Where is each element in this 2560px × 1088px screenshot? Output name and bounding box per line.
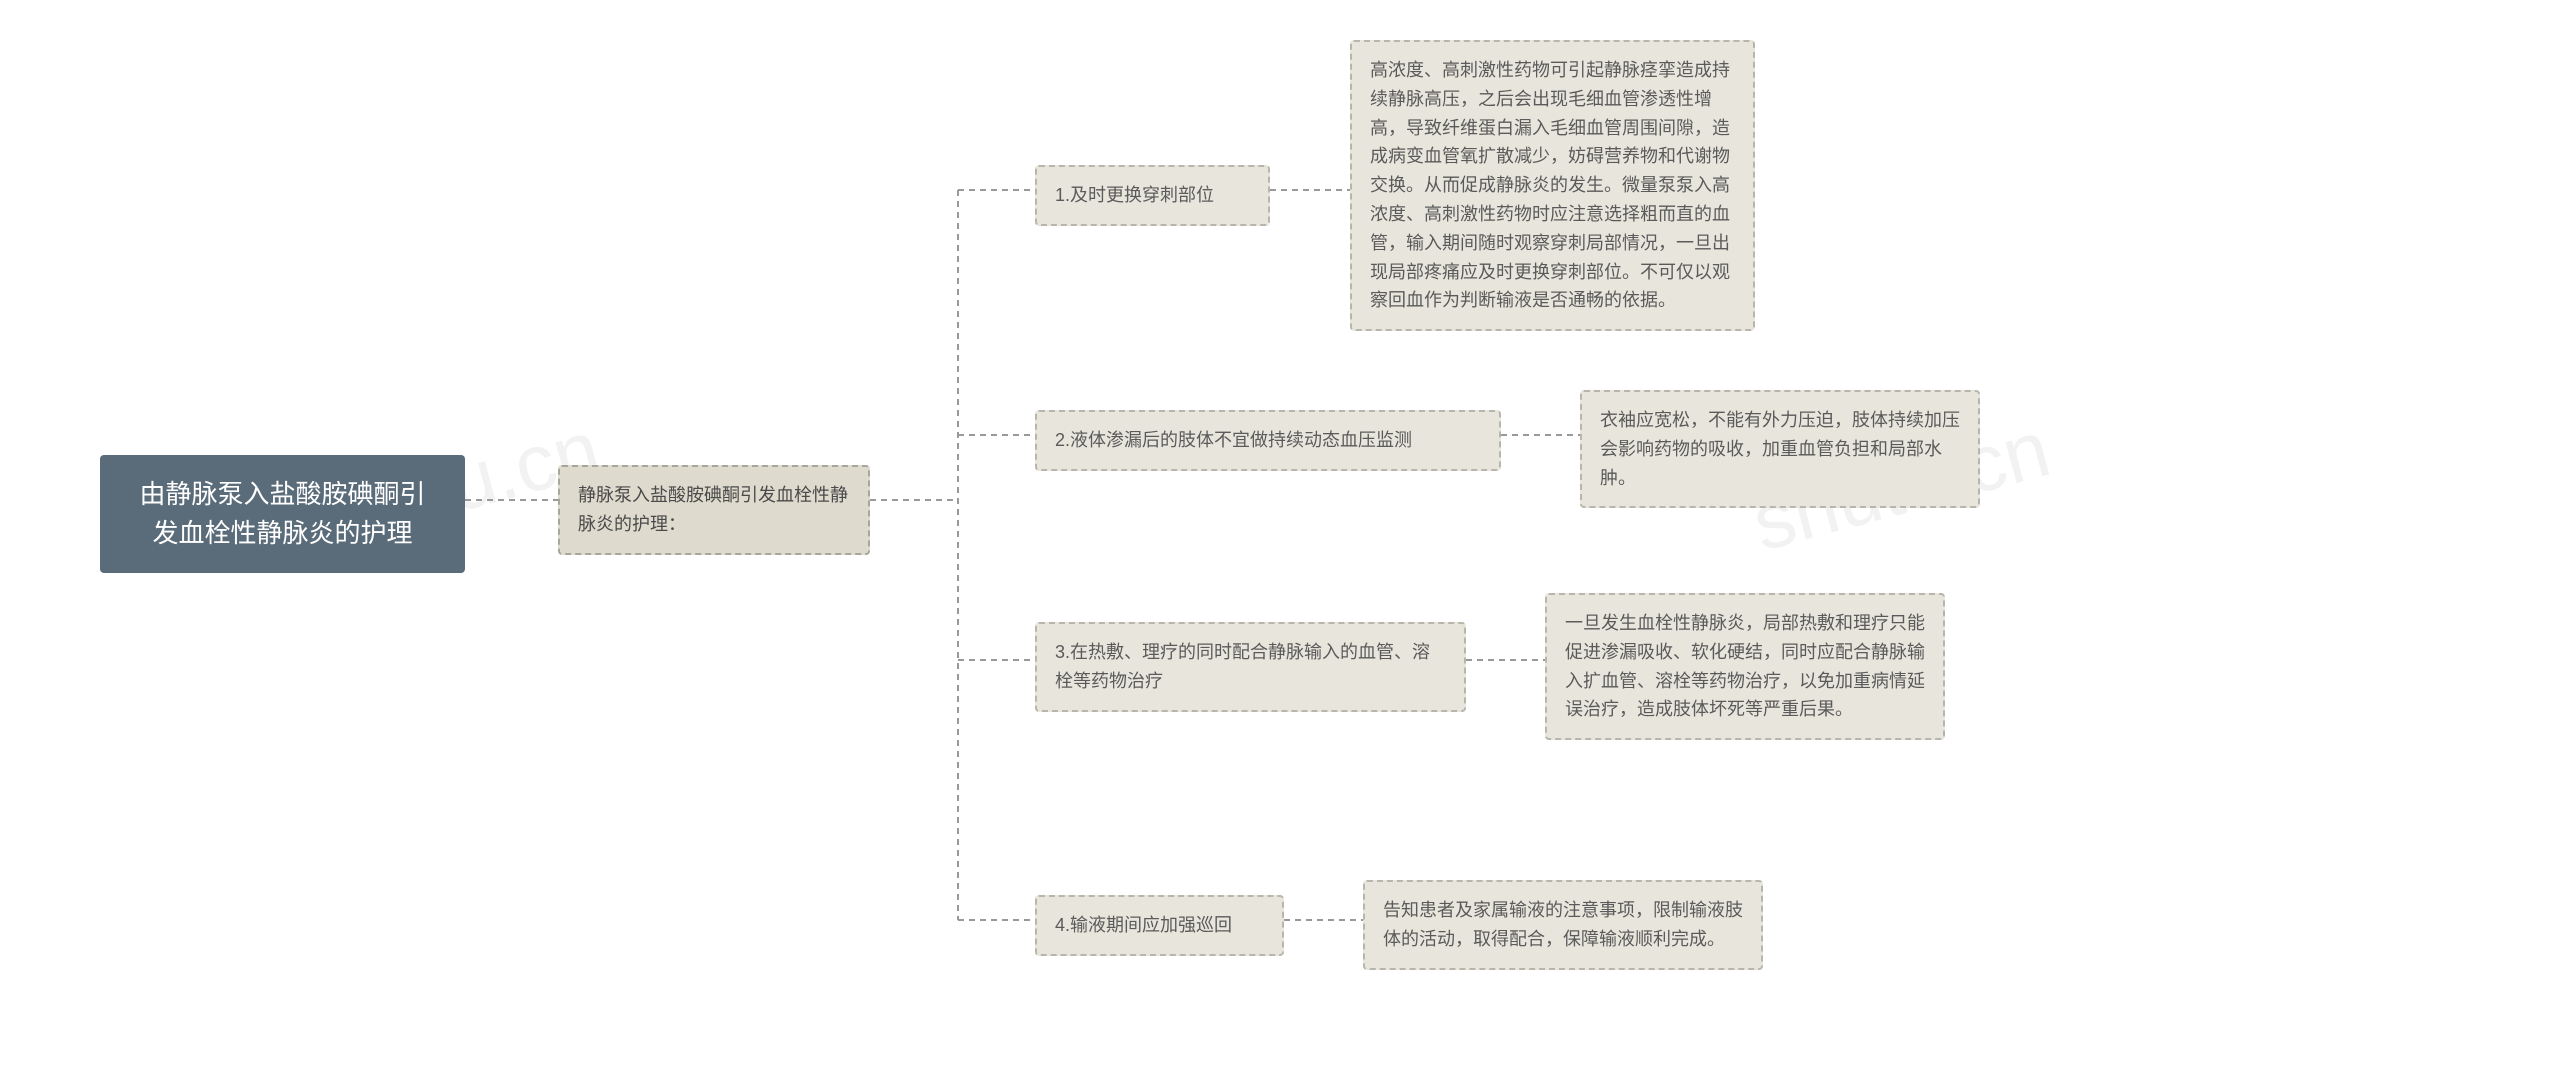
item3-detail-text: 一旦发生血栓性静脉炎，局部热敷和理疗只能促进渗漏吸收、软化硬结，同时应配合静脉输… [1565,613,1925,719]
item3-heading-text: 3.在热敷、理疗的同时配合静脉输入的血管、溶栓等药物治疗 [1055,642,1430,691]
item1-detail: 高浓度、高刺激性药物可引起静脉痉挛造成持续静脉高压，之后会出现毛细血管渗透性增高… [1350,40,1755,331]
level1-node: 静脉泵入盐酸胺碘酮引发血栓性静 脉炎的护理： [558,465,870,555]
item3-detail: 一旦发生血栓性静脉炎，局部热敷和理疗只能促进渗漏吸收、软化硬结，同时应配合静脉输… [1545,593,1945,740]
root-title-line1: 由静脉泵入盐酸胺碘酮引 [139,479,425,509]
item2-heading-text: 2.液体渗漏后的肢体不宜做持续动态血压监测 [1055,430,1412,450]
item1-heading: 1.及时更换穿刺部位 [1035,165,1270,226]
item2-heading: 2.液体渗漏后的肢体不宜做持续动态血压监测 [1035,410,1501,471]
item4-detail: 告知患者及家属输液的注意事项，限制输液肢体的活动，取得配合，保障输液顺利完成。 [1363,880,1763,970]
item4-heading: 4.输液期间应加强巡回 [1035,895,1284,956]
level1-line2: 脉炎的护理： [578,514,686,534]
item1-heading-text: 1.及时更换穿刺部位 [1055,185,1214,205]
item3-heading: 3.在热敷、理疗的同时配合静脉输入的血管、溶栓等药物治疗 [1035,622,1466,712]
item2-detail: 衣袖应宽松，不能有外力压迫，肢体持续加压会影响药物的吸收，加重血管负担和局部水肿… [1580,390,1980,508]
item1-detail-text: 高浓度、高刺激性药物可引起静脉痉挛造成持续静脉高压，之后会出现毛细血管渗透性增高… [1370,60,1730,310]
item4-heading-text: 4.输液期间应加强巡回 [1055,915,1232,935]
item2-detail-text: 衣袖应宽松，不能有外力压迫，肢体持续加压会影响药物的吸收，加重血管负担和局部水肿… [1600,410,1960,488]
root-title-line2: 发血栓性静脉炎的护理 [152,518,412,548]
item4-detail-text: 告知患者及家属输液的注意事项，限制输液肢体的活动，取得配合，保障输液顺利完成。 [1383,900,1743,949]
level1-line1: 静脉泵入盐酸胺碘酮引发血栓性静 [578,485,848,505]
root-node: 由静脉泵入盐酸胺碘酮引 发血栓性静脉炎的护理 [100,455,465,573]
